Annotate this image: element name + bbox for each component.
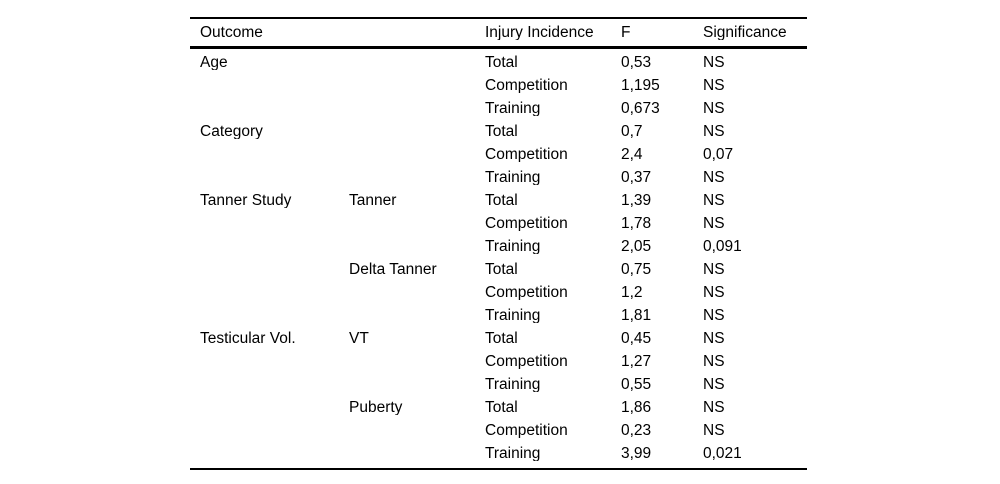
- table-row: Competition 1,195 NS: [190, 74, 807, 97]
- injury-incidence-cell: Training: [485, 238, 541, 255]
- f-cell: 0,37: [621, 169, 652, 186]
- table-row: Training 1,81 NS: [190, 304, 807, 327]
- outcome-cell: Age: [200, 54, 228, 71]
- f-cell: 0,55: [621, 376, 652, 393]
- table-row: Delta Tanner Total 0,75 NS: [190, 258, 807, 281]
- significance-cell: NS: [703, 192, 725, 209]
- f-cell: 1,78: [621, 215, 652, 232]
- table-row: Competition 1,27 NS: [190, 350, 807, 373]
- injury-incidence-cell: Training: [485, 307, 541, 324]
- significance-cell: NS: [703, 399, 725, 416]
- injury-incidence-cell: Competition: [485, 77, 568, 94]
- table-body: Age Total 0,53 NS Competition 1,195 NS T…: [190, 49, 807, 468]
- header-injury-incidence: Injury Incidence: [485, 24, 594, 41]
- table-row: Training 3,99 0,021: [190, 442, 807, 465]
- injury-incidence-cell: Competition: [485, 146, 568, 163]
- table-row: Training 2,05 0,091: [190, 235, 807, 258]
- f-cell: 0,45: [621, 330, 652, 347]
- f-cell: 1,39: [621, 192, 652, 209]
- table-row: Tanner Study Tanner Total 1,39 NS: [190, 189, 807, 212]
- f-cell: 2,4: [621, 146, 643, 163]
- injury-incidence-cell: Training: [485, 100, 541, 117]
- significance-cell: NS: [703, 123, 725, 140]
- table-row: Puberty Total 1,86 NS: [190, 396, 807, 419]
- significance-cell: NS: [703, 261, 725, 278]
- sub-outcome-cell: VT: [349, 330, 369, 347]
- significance-cell: NS: [703, 376, 725, 393]
- f-cell: 0,7: [621, 123, 643, 140]
- table-row: Training 0,673 NS: [190, 97, 807, 120]
- table-row: Competition 1,78 NS: [190, 212, 807, 235]
- table-header: Outcome Injury Incidence F Significance: [190, 19, 807, 49]
- table-row: Training 0,55 NS: [190, 373, 807, 396]
- outcome-cell: Category: [200, 123, 263, 140]
- f-cell: 2,05: [621, 238, 652, 255]
- sub-outcome-cell: Delta Tanner: [349, 261, 437, 278]
- results-table: Outcome Injury Incidence F Significance …: [190, 17, 807, 470]
- f-cell: 0,75: [621, 261, 652, 278]
- table-row: Testicular Vol. VT Total 0,45 NS: [190, 327, 807, 350]
- injury-incidence-cell: Competition: [485, 422, 568, 439]
- significance-cell: NS: [703, 54, 725, 71]
- table-row: Competition 1,2 NS: [190, 281, 807, 304]
- significance-cell: NS: [703, 215, 725, 232]
- injury-incidence-cell: Competition: [485, 215, 568, 232]
- header-f: F: [621, 24, 631, 41]
- significance-cell: NS: [703, 284, 725, 301]
- significance-cell: 0,091: [703, 238, 742, 255]
- injury-incidence-cell: Total: [485, 123, 518, 140]
- header-outcome: Outcome: [200, 24, 263, 41]
- header-row: Outcome Injury Incidence F Significance: [190, 19, 807, 49]
- f-cell: 0,23: [621, 422, 652, 439]
- outcome-cell: Tanner Study: [200, 192, 292, 209]
- significance-cell: NS: [703, 169, 725, 186]
- outcome-cell: Testicular Vol.: [200, 330, 296, 347]
- injury-incidence-cell: Training: [485, 445, 541, 462]
- significance-cell: NS: [703, 422, 725, 439]
- f-cell: 1,27: [621, 353, 652, 370]
- f-cell: 1,81: [621, 307, 652, 324]
- table-row: Competition 0,23 NS: [190, 419, 807, 442]
- injury-incidence-cell: Training: [485, 169, 541, 186]
- significance-cell: NS: [703, 353, 725, 370]
- significance-cell: NS: [703, 330, 725, 347]
- significance-cell: 0,021: [703, 445, 742, 462]
- f-cell: 1,86: [621, 399, 652, 416]
- f-cell: 0,673: [621, 100, 660, 117]
- sub-outcome-cell: Puberty: [349, 399, 403, 416]
- significance-cell: 0,07: [703, 146, 734, 163]
- significance-cell: NS: [703, 100, 725, 117]
- table-row: Age Total 0,53 NS: [190, 51, 807, 74]
- injury-incidence-cell: Competition: [485, 284, 568, 301]
- header-significance: Significance: [703, 24, 787, 41]
- significance-cell: NS: [703, 307, 725, 324]
- table-row: Training 0,37 NS: [190, 166, 807, 189]
- injury-incidence-cell: Total: [485, 261, 518, 278]
- injury-incidence-cell: Total: [485, 399, 518, 416]
- injury-incidence-cell: Total: [485, 192, 518, 209]
- f-cell: 3,99: [621, 445, 652, 462]
- f-cell: 1,195: [621, 77, 660, 94]
- sub-outcome-cell: Tanner: [349, 192, 397, 209]
- f-cell: 0,53: [621, 54, 652, 71]
- significance-cell: NS: [703, 77, 725, 94]
- injury-incidence-cell: Total: [485, 330, 518, 347]
- injury-incidence-cell: Total: [485, 54, 518, 71]
- table-row: Competition 2,4 0,07: [190, 143, 807, 166]
- injury-incidence-cell: Training: [485, 376, 541, 393]
- injury-incidence-cell: Competition: [485, 353, 568, 370]
- f-cell: 1,2: [621, 284, 643, 301]
- table-row: Category Total 0,7 NS: [190, 120, 807, 143]
